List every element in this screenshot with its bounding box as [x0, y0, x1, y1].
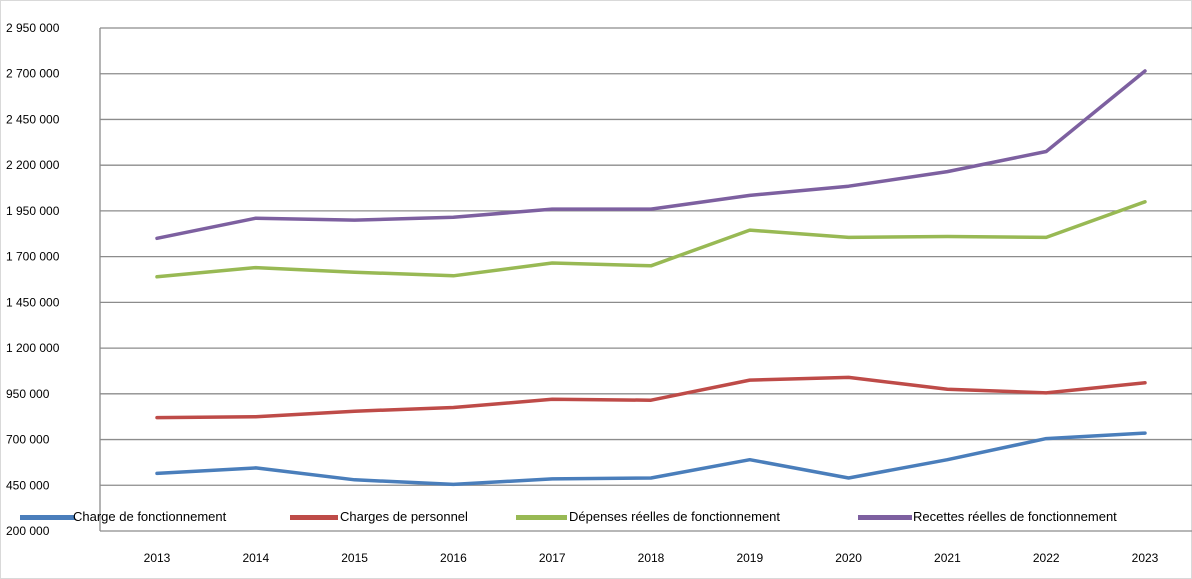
y-tick-label: 1 450 000	[6, 295, 60, 309]
y-tick-label: 2 950 000	[6, 21, 60, 35]
y-tick-label: 1 200 000	[6, 341, 60, 355]
gridlines	[100, 27, 1192, 486]
x-tick-label: 2020	[835, 551, 862, 565]
legend-swatch	[858, 515, 912, 520]
y-tick-label: 1 700 000	[6, 250, 60, 264]
y-tick-label: 950 000	[6, 387, 50, 401]
legend-swatch	[290, 515, 338, 520]
x-tick-label: 2016	[440, 551, 467, 565]
x-tick-label: 2023	[1132, 551, 1159, 565]
y-tick-label: 450 000	[6, 478, 50, 492]
x-tick-label: 2013	[144, 551, 171, 565]
series-line	[155, 69, 1147, 241]
x-tick-label: 2018	[638, 551, 665, 565]
legend-swatch	[516, 515, 567, 520]
series-lines	[155, 69, 1147, 487]
x-tick-label: 2015	[341, 551, 368, 565]
y-tick-label: 2 700 000	[6, 67, 60, 81]
axes	[99, 28, 1192, 532]
y-tick-label: 700 000	[6, 433, 50, 447]
y-tick-label: 200 000	[6, 524, 50, 538]
legend-label: Dépenses réelles de fonctionnement	[569, 509, 780, 524]
y-axis-tick-labels: 200 000 450 000 700 000 950 000 1 200 000 1 4…	[6, 21, 60, 538]
x-tick-label: 2017	[539, 551, 566, 565]
y-tick-label: 2 200 000	[6, 158, 60, 172]
legend-swatch	[20, 515, 75, 520]
series-line	[155, 375, 1147, 420]
series-line	[155, 431, 1147, 487]
legend-label: Charge de fonctionnement	[73, 509, 227, 524]
legend-label: Charges de personnel	[340, 509, 468, 524]
x-tick-label: 2022	[1033, 551, 1060, 565]
x-tick-label: 2014	[242, 551, 269, 565]
x-tick-label: 2021	[934, 551, 961, 565]
legend: Charge de fonctionnement Charges de perso…	[20, 509, 1117, 524]
legend-label: Recettes réelles de fonctionnement	[913, 509, 1117, 524]
x-axis-tick-labels: 2013 2014 2015 2016 2017 2018 2019 2020 2021 2022…	[144, 551, 1159, 565]
series-line	[155, 200, 1147, 279]
y-tick-label: 1 950 000	[6, 204, 60, 218]
x-tick-label: 2019	[736, 551, 763, 565]
y-tick-label: 2 450 000	[6, 112, 60, 126]
